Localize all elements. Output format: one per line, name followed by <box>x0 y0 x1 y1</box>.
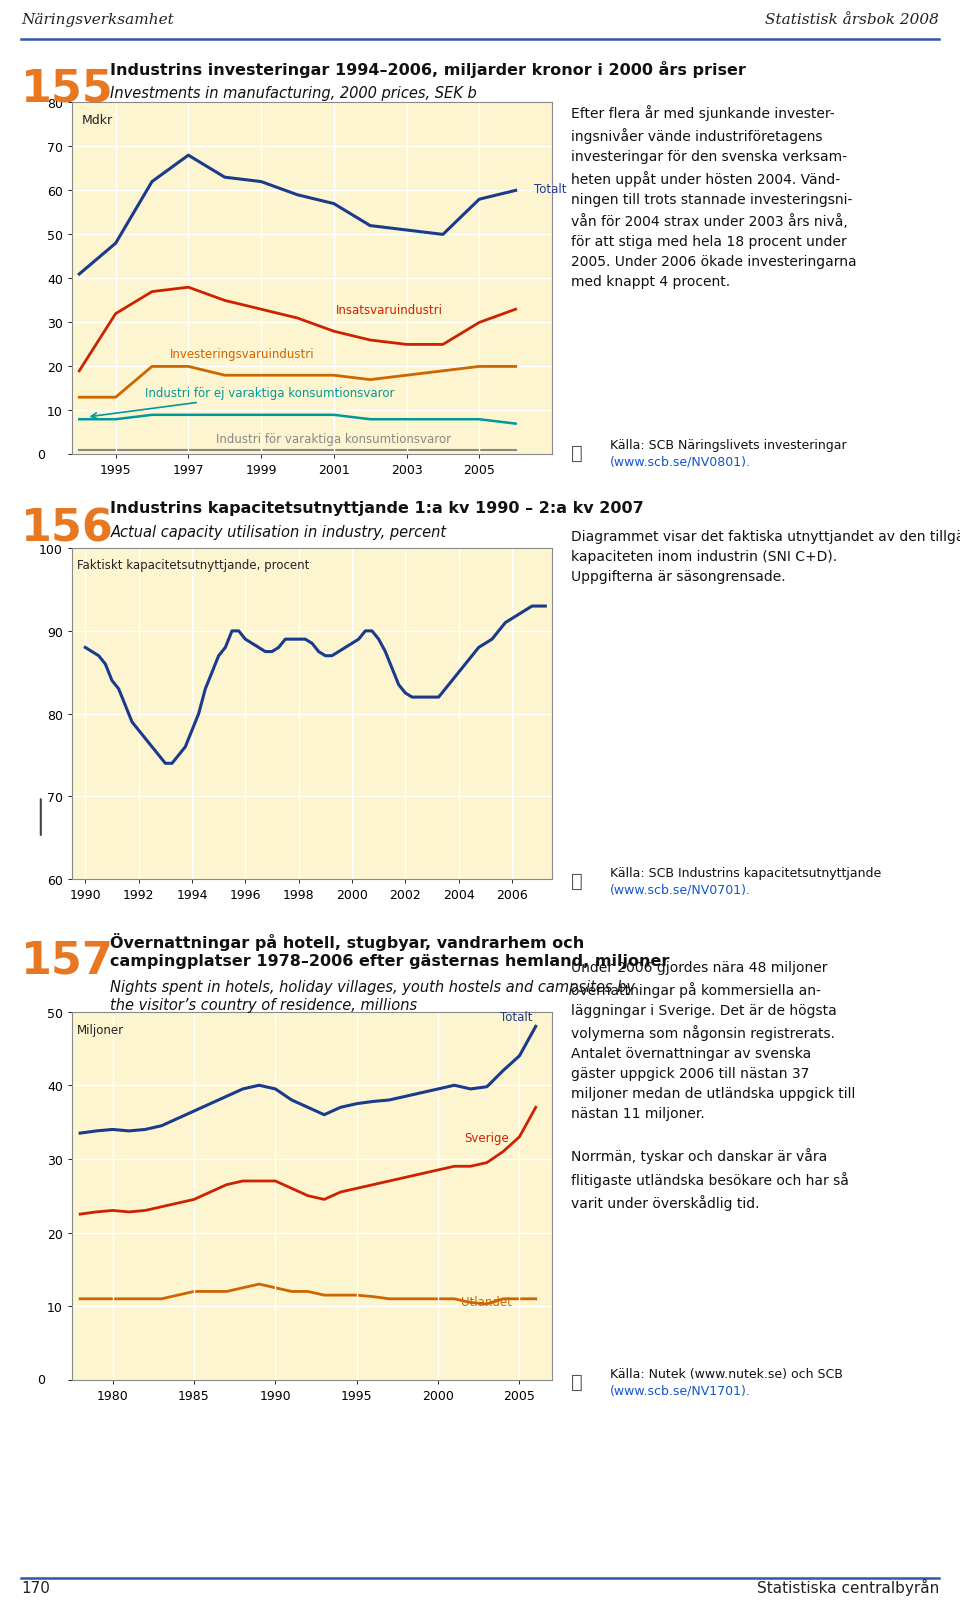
Text: Faktiskt kapacitetsutnyttjande, procent: Faktiskt kapacitetsutnyttjande, procent <box>77 558 309 571</box>
Text: 0: 0 <box>37 1374 46 1386</box>
Text: Nights spent in hotels, holiday villages, youth hostels and campsites by
the vis: Nights spent in hotels, holiday villages… <box>110 980 636 1012</box>
Text: Investments in manufacturing, 2000 prices, SEK b: Investments in manufacturing, 2000 price… <box>110 86 477 100</box>
Text: Källa: SCB Industrins kapacitetsutnyttjande: Källa: SCB Industrins kapacitetsutnyttja… <box>610 867 881 880</box>
Text: 156: 156 <box>21 507 114 550</box>
Text: Ⓢ: Ⓢ <box>571 872 583 891</box>
Text: Industri för ej varaktiga konsumtionsvaror: Industri för ej varaktiga konsumtionsvar… <box>91 387 395 420</box>
Text: Miljoner: Miljoner <box>77 1023 124 1036</box>
Text: Statistisk årsbok 2008: Statistisk årsbok 2008 <box>765 13 939 27</box>
Text: 0: 0 <box>37 449 46 462</box>
Text: Sverige: Sverige <box>465 1131 510 1144</box>
Text: Mdkr: Mdkr <box>82 115 112 128</box>
Text: Insatsvaruindustri: Insatsvaruindustri <box>336 303 443 316</box>
Text: Industrins kapacitetsutnyttjande 1:a kv 1990 – 2:a kv 2007: Industrins kapacitetsutnyttjande 1:a kv … <box>110 500 644 515</box>
Text: 155: 155 <box>21 68 114 111</box>
Text: 157: 157 <box>21 939 114 983</box>
Text: (www.scb.se/NV1701).: (www.scb.se/NV1701). <box>610 1383 751 1396</box>
Text: Näringsverksamhet: Näringsverksamhet <box>21 13 174 27</box>
Text: Investeringsvaruindustri: Investeringsvaruindustri <box>170 347 315 360</box>
Text: Efter flera år med sjunkande invester-
ingsnivåer vände industriföretagens
inves: Efter flera år med sjunkande invester- i… <box>571 105 857 289</box>
Text: Källa: Nutek (www.nutek.se) och SCB: Källa: Nutek (www.nutek.se) och SCB <box>610 1367 843 1380</box>
Text: Utlandet: Utlandet <box>462 1294 513 1307</box>
Text: Ⓢ: Ⓢ <box>571 444 583 463</box>
Text: Ⓢ: Ⓢ <box>571 1372 583 1391</box>
Text: Industri för varaktiga konsumtionsvaror: Industri för varaktiga konsumtionsvaror <box>216 433 451 445</box>
Text: Övernattningar på hotell, stugbyar, vandrarhem och
campingplatser 1978–2006 efte: Övernattningar på hotell, stugbyar, vand… <box>110 933 670 968</box>
Text: (www.scb.se/NV0801).: (www.scb.se/NV0801). <box>610 455 751 468</box>
Text: Totalt: Totalt <box>500 1010 533 1023</box>
Text: (www.scb.se/NV0701).: (www.scb.se/NV0701). <box>610 883 751 896</box>
Text: Statistiska centralbyrån: Statistiska centralbyrån <box>756 1577 939 1595</box>
Text: 170: 170 <box>21 1580 50 1595</box>
Text: Diagrammet visar det faktiska utnyttjandet av den tillgängliga produktions-
kapa: Diagrammet visar det faktiska utnyttjand… <box>571 529 960 583</box>
Text: Actual capacity utilisation in industry, percent: Actual capacity utilisation in industry,… <box>110 525 446 539</box>
Text: Totalt: Totalt <box>534 182 566 195</box>
Text: Industrins investeringar 1994–2006, miljarder kronor i 2000 års priser: Industrins investeringar 1994–2006, milj… <box>110 61 746 79</box>
Text: Källa: SCB Näringslivets investeringar: Källa: SCB Näringslivets investeringar <box>610 439 846 452</box>
Text: Under 2006 gjordes nära 48 miljoner
övernattningar på kommersiella an-
läggninga: Under 2006 gjordes nära 48 miljoner över… <box>571 960 855 1210</box>
